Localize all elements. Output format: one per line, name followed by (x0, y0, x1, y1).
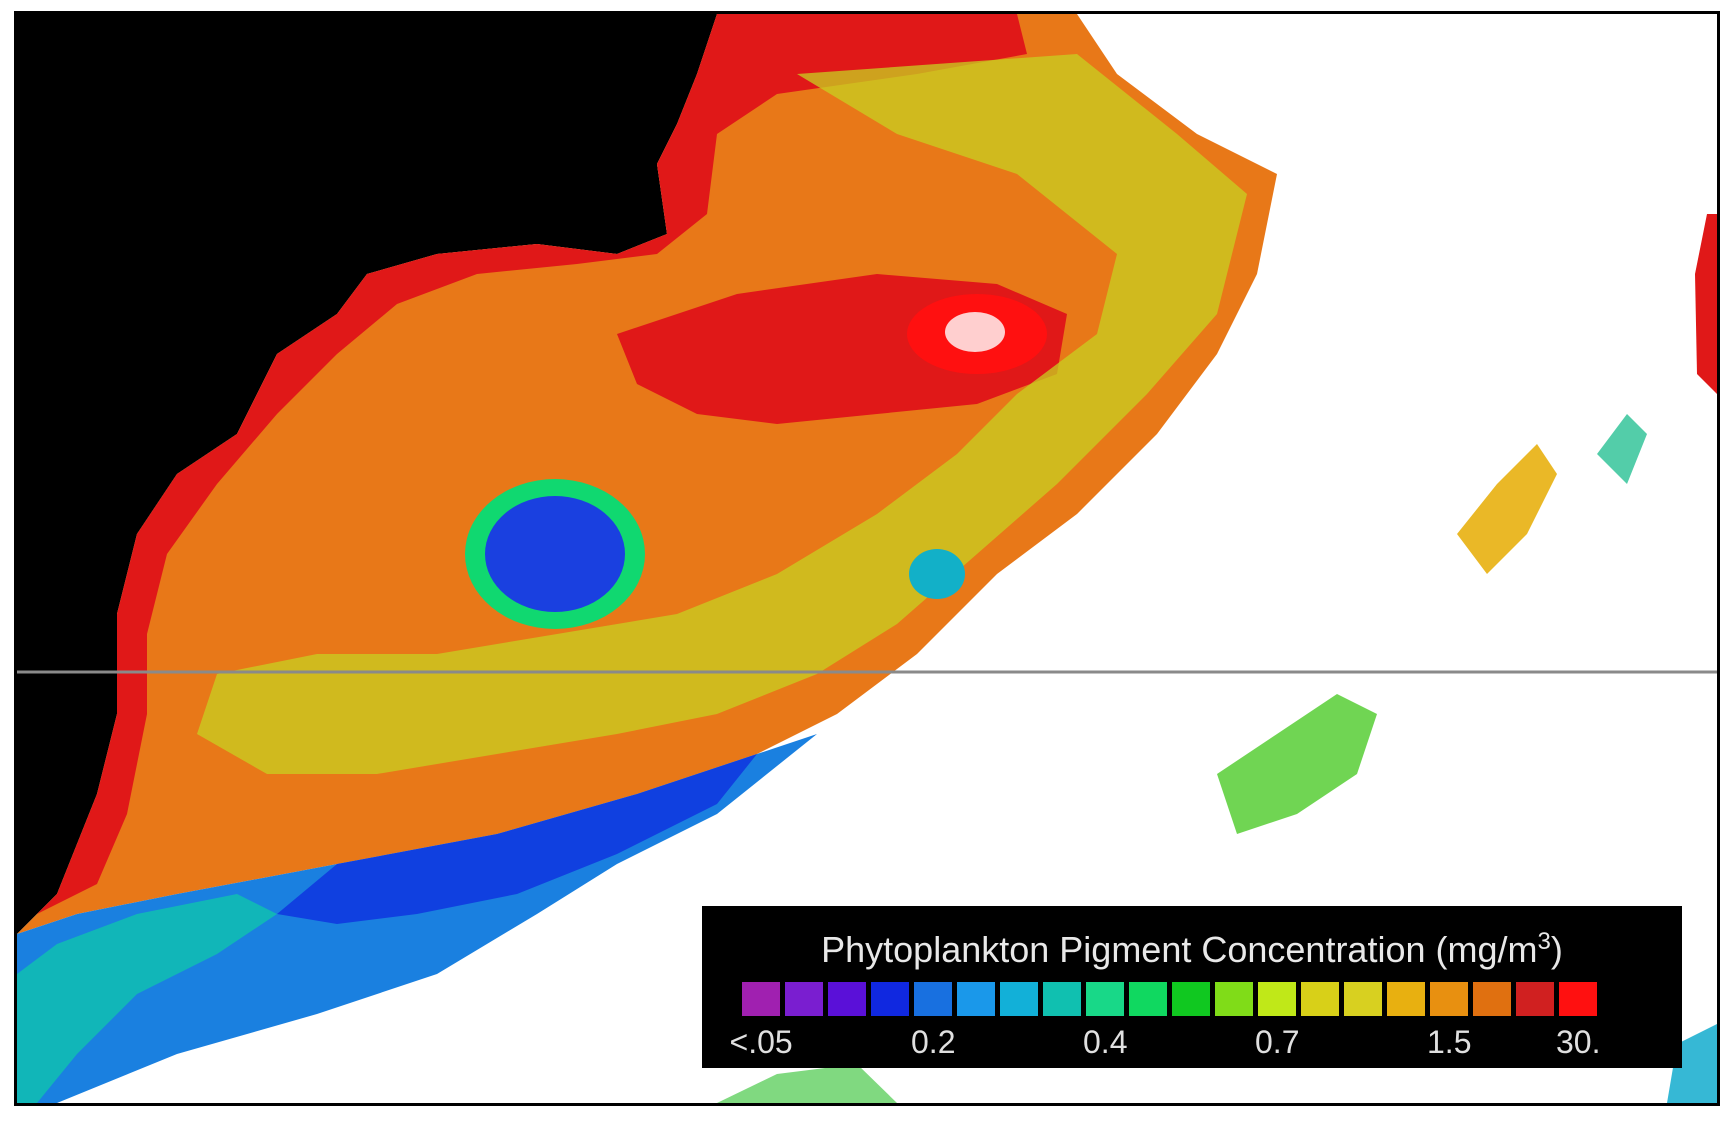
legend-swatch (1043, 982, 1081, 1016)
legend-title-superscript: 3 (1537, 928, 1551, 955)
cloud-patch-south (257, 1024, 397, 1103)
legend-tick-label: 0.2 (911, 1024, 956, 1060)
legend-swatch (742, 982, 780, 1016)
legend-title: Phytoplankton Pigment Concentration (mg/… (702, 928, 1682, 971)
legend-swatch (957, 982, 995, 1016)
legend-swatch (1430, 982, 1468, 1016)
legend-tick-label: <.05 (729, 1024, 793, 1060)
chlorophyll-map (17, 14, 1717, 1103)
eddy-core (485, 496, 625, 612)
offshore-scatter-6 (717, 1064, 897, 1103)
legend-swatch (914, 982, 952, 1016)
legend-tick-label: 0.4 (1083, 1024, 1128, 1060)
legend-swatch (1301, 982, 1339, 1016)
legend-swatch (1000, 982, 1038, 1016)
open-ocean-deep-blue (277, 754, 757, 924)
legend-title-close: ) (1550, 929, 1563, 970)
shelf-edge-teal (17, 894, 277, 1103)
legend-tick-label: 1.5 (1427, 1024, 1472, 1060)
legend-title-text: Phytoplankton Pigment Concentration (mg/… (821, 929, 1538, 970)
legend-tick-label: 30. (1556, 1024, 1601, 1060)
legend-swatch (1473, 982, 1511, 1016)
legend-swatch (828, 982, 866, 1016)
legend-swatch (1258, 982, 1296, 1016)
land-mass (17, 14, 717, 934)
legend-swatch (1387, 982, 1425, 1016)
legend-swatch (1086, 982, 1124, 1016)
legend-swatch (785, 982, 823, 1016)
legend-swatch (1215, 982, 1253, 1016)
color-legend: Phytoplankton Pigment Concentration (mg/… (702, 906, 1682, 1068)
legend-swatches (742, 982, 1597, 1016)
legend-swatch (871, 982, 909, 1016)
offshore-scatter-3 (1597, 414, 1647, 484)
map-frame: Phytoplankton Pigment Concentration (mg/… (14, 11, 1720, 1106)
legend-swatch (1559, 982, 1597, 1016)
legend-swatch (1129, 982, 1167, 1016)
legend-tick-label: 0.7 (1255, 1024, 1300, 1060)
offshore-scatter-1 (1217, 694, 1377, 834)
legend-swatch (1172, 982, 1210, 1016)
small-eddy (909, 549, 965, 599)
offshore-scatter-4 (1695, 214, 1717, 394)
cloud-patch (945, 312, 1005, 352)
legend-swatch (1344, 982, 1382, 1016)
offshore-scatter-2 (1457, 444, 1557, 574)
legend-swatch (1516, 982, 1554, 1016)
mid-shelf-water (197, 54, 1247, 774)
legend-tick-labels: <.05 0.2 0.4 0.7 1.5 30. (702, 1024, 1682, 1064)
